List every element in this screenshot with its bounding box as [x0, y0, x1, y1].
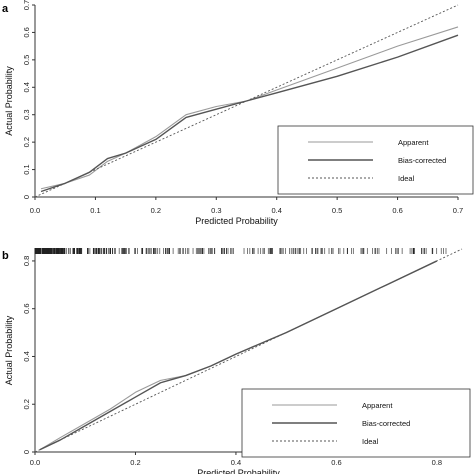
x-tick-label: 0.3: [211, 206, 221, 215]
y-tick-label: 0.7: [22, 0, 31, 10]
y-tick-label: 0.2: [22, 399, 31, 409]
panel-b: b 0.0 0.2 0.4 0.6 0.8 0 0.2 0.4 0.6 0.8 Predicted P…: [2, 248, 471, 474]
legend-label: Bias-corrected: [398, 156, 446, 165]
y-tick-label: 0.4: [22, 82, 31, 92]
legend-label: Apparent: [362, 401, 393, 410]
rug-marks: [34, 248, 447, 254]
y-tick-label: 0.5: [22, 55, 31, 65]
x-tick-label: 0.2: [130, 458, 140, 467]
legend-label: Bias-corrected: [362, 419, 410, 428]
x-tick-label: 0.5: [332, 206, 342, 215]
x-tick-label: 0.6: [392, 206, 402, 215]
x-tick-label: 0.4: [271, 206, 281, 215]
x-tick-label: 0.6: [331, 458, 341, 467]
x-axis-label: Predicted Probability: [195, 216, 278, 226]
x-axis-label: Predicted Probability: [197, 468, 280, 474]
legend: Apparent Bias-corrected Ideal: [241, 388, 471, 458]
x-tick-label: 0.8: [432, 458, 442, 467]
x-tick-label: 0.7: [453, 206, 463, 215]
legend-label: Apparent: [398, 138, 429, 147]
y-tick-label: 0.4: [22, 351, 31, 361]
y-axis-label: Actual Probability: [4, 66, 14, 136]
x-tick-label: 0.4: [231, 458, 241, 467]
series-line-ideal: [34, 248, 463, 453]
x-tick-label: 0.1: [90, 206, 100, 215]
x-tick-label: 0.0: [30, 458, 40, 467]
legend: Apparent Bias-corrected Ideal: [277, 125, 474, 195]
legend-label: Ideal: [398, 174, 415, 183]
series-line-ideal: [34, 4, 459, 198]
y-tick-label: 0.8: [22, 256, 31, 266]
panel-label: a: [2, 3, 9, 15]
y-tick-label: 0: [22, 195, 31, 199]
y-tick-label: 0.2: [22, 137, 31, 147]
y-tick-label: 0: [22, 450, 31, 454]
x-tick-label: 0.2: [151, 206, 161, 215]
y-axis-label: Actual Probability: [4, 315, 14, 385]
legend-label: Ideal: [362, 437, 379, 446]
y-tick-label: 0.1: [22, 164, 31, 174]
x-tick-label: 0.0: [30, 206, 40, 215]
series-line-bias-corrected: [40, 34, 459, 193]
y-tick-label: 0.3: [22, 109, 31, 119]
panel-a: a 0.0 0.1 0.2 0.3 0.4 0.5 0.6 0.7 0 0.1 0.2 0.3 0.4 0.…: [2, 0, 474, 226]
series-line-apparent: [40, 26, 459, 190]
y-tick-label: 0.6: [22, 27, 31, 37]
panel-label: b: [2, 250, 9, 262]
y-tick-label: 0.6: [22, 303, 31, 313]
